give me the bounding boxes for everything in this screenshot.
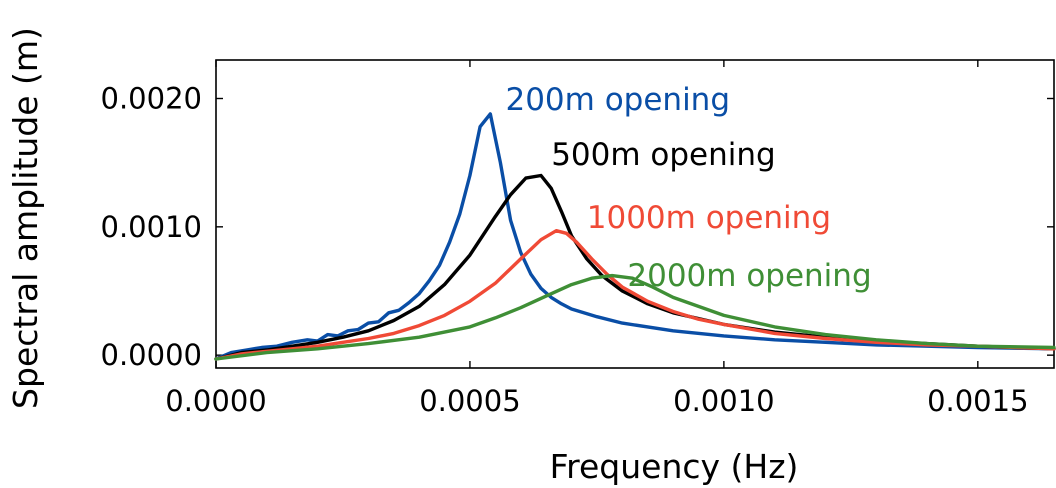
series-lines xyxy=(214,112,1056,361)
series-label-500m-opening: 500m opening xyxy=(551,137,776,173)
plot-area: 0.0000 0.0005 0.0010 0.0015 0.00000.00100.0… xyxy=(101,59,1056,418)
x-tick-label: 0.0000 xyxy=(165,384,266,418)
x-tick-label: 0.0005 xyxy=(419,384,520,418)
series-label-2000m-opening: 2000m opening xyxy=(627,258,871,294)
y-axis-label: Spectral amplitude (m) xyxy=(6,27,45,409)
x-axis-label: Frequency (Hz) xyxy=(550,447,799,486)
x-axis-ticks: 0.0000 0.0005 0.0010 0.0015 xyxy=(165,60,1029,418)
y-tick-label: 0.0010 xyxy=(101,210,202,244)
y-axis-ticks: 0.0000 0.0010 0.0020 xyxy=(101,82,1054,372)
series-line-1000m-opening xyxy=(214,228,1056,361)
y-tick-label: 0.0020 xyxy=(101,82,202,116)
series-label-1000m-opening: 1000m opening xyxy=(587,200,831,236)
series-labels: 200m opening 500m opening 1000m opening 200… xyxy=(505,82,871,294)
series-label-200m-opening: 200m opening xyxy=(505,82,730,118)
plot-frame xyxy=(215,59,1055,369)
x-tick-label: 0.0015 xyxy=(927,384,1028,418)
x-tick-label: 0.0010 xyxy=(673,384,774,418)
series-line-2000m-opening xyxy=(214,273,1056,361)
y-tick-label: 0.0000 xyxy=(101,338,202,372)
